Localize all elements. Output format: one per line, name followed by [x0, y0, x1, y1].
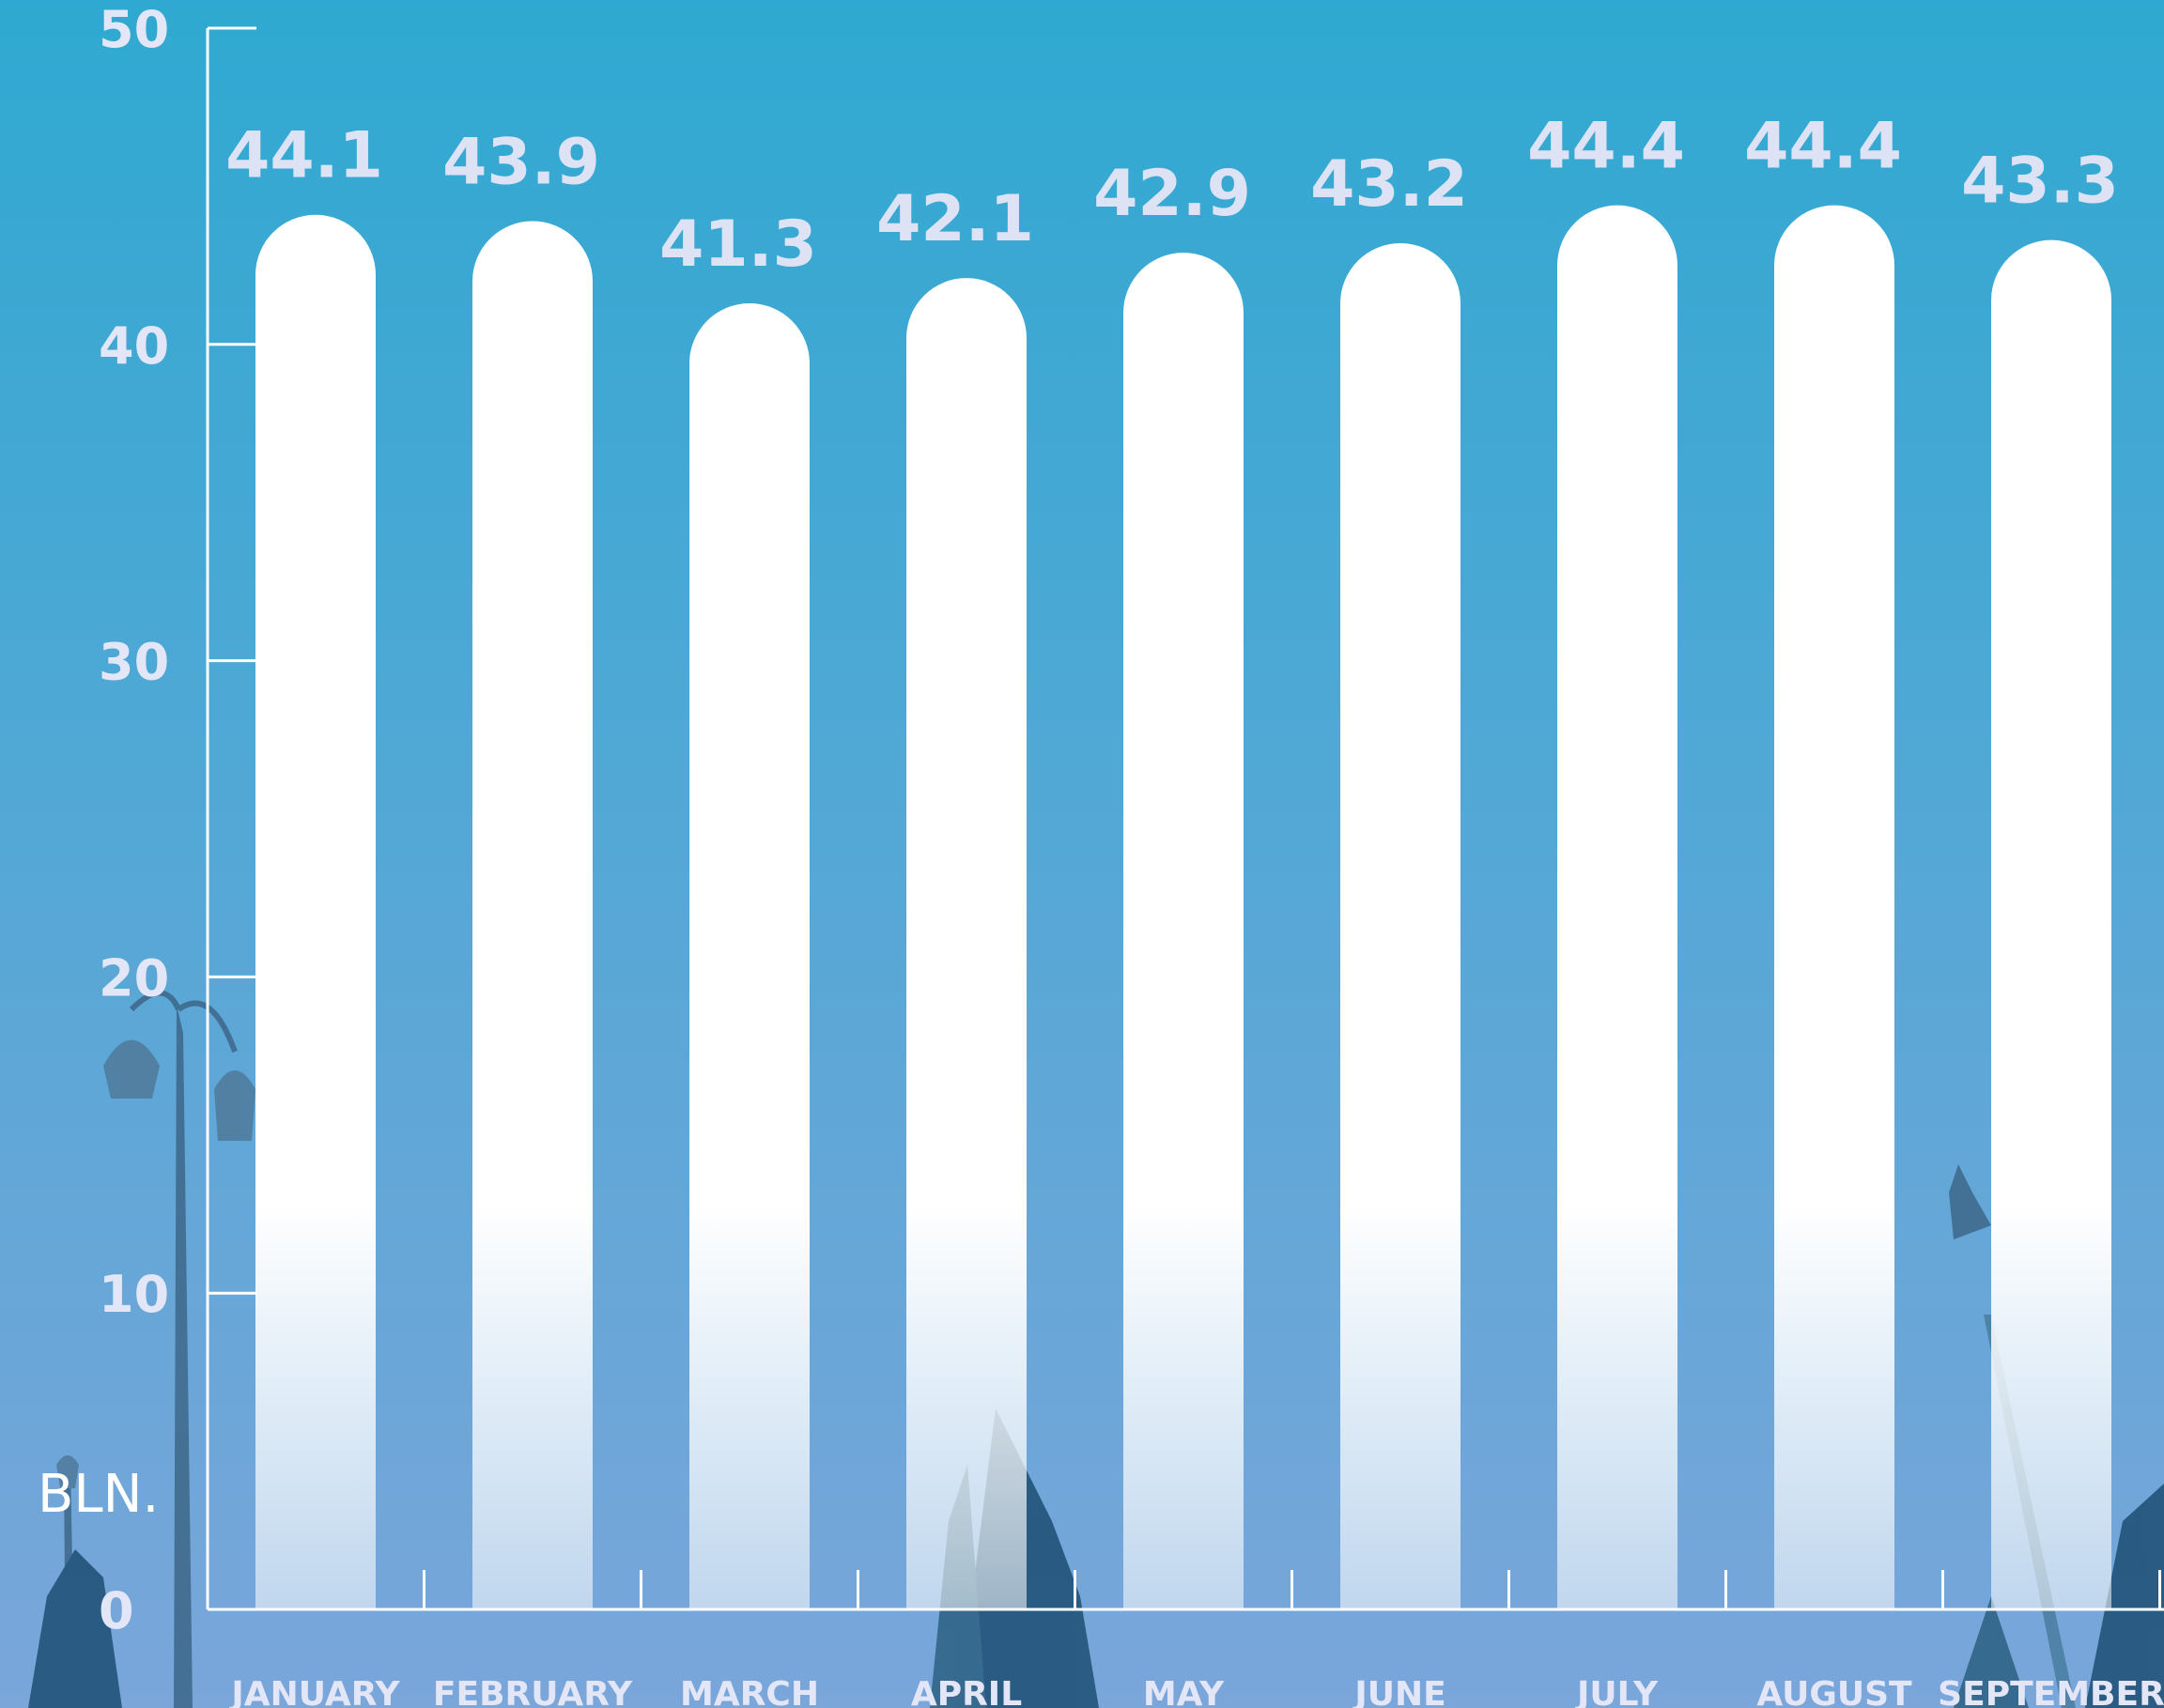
bar-value-label: 44.4 [1527, 110, 1685, 184]
bar [906, 278, 1027, 1609]
y-axis-unit-label: BLN. [38, 1464, 159, 1525]
bar-value-label: 44.1 [225, 119, 383, 193]
bar-value-label: 43.3 [1961, 145, 2119, 219]
y-tick-label: 30 [99, 633, 169, 692]
bar [472, 221, 593, 1609]
x-category-label: MAY [1143, 1675, 1225, 1708]
bar [255, 214, 376, 1609]
y-tick-label: 20 [99, 948, 169, 1008]
bar [1123, 253, 1244, 1610]
y-tick-label: 50 [99, 0, 169, 59]
labels: 0 10 20 30 40 50 44.1 JANUARY 43.9 FEBRUARY 41.3 MA… [99, 0, 2164, 1708]
bar-value-label: 43.9 [442, 125, 600, 199]
bar [1774, 205, 1894, 1609]
bar [689, 303, 810, 1609]
x-category-label: AUGUST [1756, 1675, 1912, 1708]
bar [1991, 239, 2111, 1609]
bar-value-label: 42.1 [876, 182, 1034, 256]
y-tick-label: 0 [99, 1581, 134, 1640]
x-category-label: JULY [1574, 1675, 1659, 1708]
bar [1557, 205, 1677, 1609]
x-category-label: FEBRUARY [433, 1675, 633, 1708]
bar [1340, 243, 1461, 1610]
bars [255, 205, 2111, 1610]
x-category-label: JUNE [1352, 1675, 1445, 1708]
x-category-label: APRIL [911, 1675, 1022, 1708]
bar-value-label: 42.9 [1093, 157, 1251, 231]
bar-value-label: 43.2 [1310, 147, 1468, 222]
bar-value-label: 44.4 [1744, 110, 1902, 184]
y-tick-label: 10 [99, 1265, 169, 1324]
x-category-label: JANUARY [228, 1675, 400, 1708]
bar-value-label: 41.3 [659, 208, 817, 282]
y-tick-label: 40 [99, 316, 169, 376]
x-category-label: SEPTEMBER [1938, 1675, 2164, 1708]
x-category-label: MARCH [680, 1675, 819, 1708]
